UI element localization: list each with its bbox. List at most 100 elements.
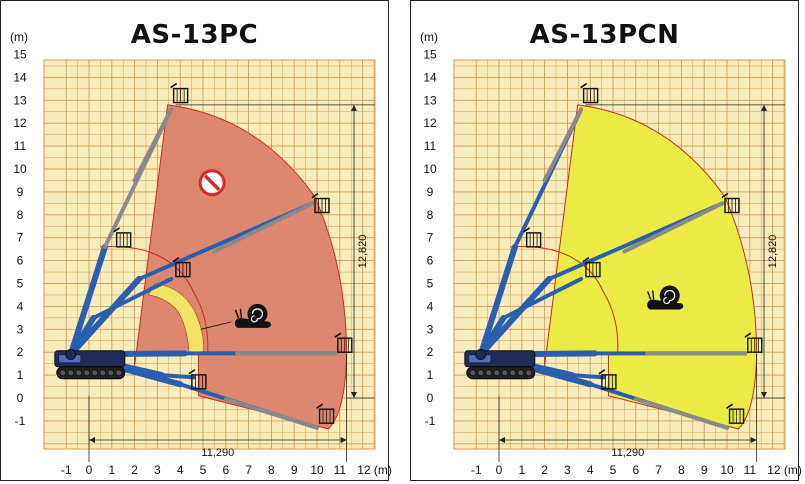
boom-upper-section xyxy=(622,201,725,254)
x-tick-label: -1 xyxy=(471,463,482,477)
boom-base-section xyxy=(67,243,108,358)
x-tick-label: 6 xyxy=(632,463,639,477)
snail-antenna xyxy=(652,290,655,300)
y-tick-label: 15 xyxy=(423,48,437,62)
y-tick-label: 3 xyxy=(17,322,24,336)
y-tick-label: 11 xyxy=(14,139,27,153)
basket-handrail-top xyxy=(113,227,121,233)
no-entry-bar xyxy=(203,174,221,191)
boom-telescopic-section xyxy=(501,276,584,320)
reach-dimension-label: 11,290 xyxy=(611,447,644,459)
track-roller xyxy=(75,369,83,377)
boom-upper-section xyxy=(132,107,174,183)
crawler-track xyxy=(56,366,126,380)
x-tick-label: 8 xyxy=(678,463,685,477)
boom-base-section xyxy=(477,275,553,358)
x-tick-label: 9 xyxy=(291,463,298,477)
x-tick-label: 3 xyxy=(564,463,571,477)
y-tick-label: 15 xyxy=(13,48,27,62)
work-platform-basket xyxy=(113,227,132,248)
boom-upper-section xyxy=(542,107,584,183)
snail-body xyxy=(647,299,684,310)
y-tick-label: 1 xyxy=(17,368,24,382)
y-tick-label: 13 xyxy=(13,93,27,107)
height-dimension-label: 12,820 xyxy=(357,235,369,269)
inner-range-line xyxy=(510,245,619,355)
dimension-lines xyxy=(498,104,785,462)
y-tick-label: 8 xyxy=(17,208,24,222)
snail-antenna xyxy=(239,308,243,318)
work-platform-basket xyxy=(334,332,353,353)
boom-telescopic-section xyxy=(91,276,174,320)
y-tick-label: 2 xyxy=(427,345,434,359)
snail-antenna xyxy=(234,309,240,319)
basket-handrail-top xyxy=(523,227,531,233)
y-tick-label: 10 xyxy=(13,162,27,176)
track-roller xyxy=(99,369,107,377)
x-tick-label: 12 (m) xyxy=(767,463,802,477)
panel-frame xyxy=(0,0,389,481)
basket-handrail-top xyxy=(726,403,734,409)
basket-handrail-top xyxy=(744,332,752,338)
boom-pivot xyxy=(475,348,487,360)
x-tick-label: 6 xyxy=(222,463,229,477)
y-tick-label: 5 xyxy=(17,277,24,291)
track-roller xyxy=(517,369,525,377)
x-tick-label: 2 xyxy=(541,463,548,477)
boom-lift-machine xyxy=(54,82,353,430)
x-tick-label: 8 xyxy=(268,463,275,477)
y-tick-label: 9 xyxy=(427,185,434,199)
snail-antenna xyxy=(647,291,652,300)
dimension-arrow xyxy=(761,104,767,111)
y-unit-label: (m) xyxy=(10,30,28,44)
dimension-lines xyxy=(88,104,375,462)
inner-range-line xyxy=(100,245,209,355)
work-platform-basket xyxy=(170,82,189,104)
y-tick-label: 7 xyxy=(17,231,24,245)
boom-pivot xyxy=(65,348,77,360)
x-tick-label: 4 xyxy=(587,463,594,477)
boom-telescopic-section xyxy=(159,373,196,380)
basket-handrail-top xyxy=(721,192,729,199)
track-roller xyxy=(501,369,509,377)
grid-border xyxy=(453,59,786,450)
basket-handrail-top xyxy=(334,332,342,338)
x-tick-label: 7 xyxy=(655,463,662,477)
x-tick-label: 10 xyxy=(310,463,324,477)
y-tick-label: 0 xyxy=(427,391,434,405)
track-roller xyxy=(115,369,123,377)
x-tick-label: 7 xyxy=(245,463,252,477)
y-tick-label: -1 xyxy=(425,414,436,428)
y-tick-label: 12 xyxy=(423,116,437,130)
dimension-arrow xyxy=(351,104,357,111)
y-tick-label: 12 xyxy=(13,116,27,130)
y-tick-label: 0 xyxy=(17,391,24,405)
basket-handrail-top xyxy=(188,369,196,375)
work-platform-basket xyxy=(721,192,740,214)
x-tick-label: -1 xyxy=(61,463,72,477)
chart-panel-as-13pcn: AS-13PCN (m) 12,820 11,290 15 14 13 12 11 10 9 8 7… xyxy=(410,0,805,484)
track-roller xyxy=(83,369,91,377)
boom-lift-machine xyxy=(464,82,763,430)
basket-handrail-top xyxy=(316,403,324,409)
work-platform-basket xyxy=(726,403,745,424)
dimension-arrow xyxy=(761,392,767,398)
dimension-arrow xyxy=(351,392,357,398)
basket-handrail-top xyxy=(582,256,590,263)
y-tick-label: 13 xyxy=(423,93,437,107)
grid-border xyxy=(43,59,376,450)
x-tick-label: 3 xyxy=(154,463,161,477)
track-roller xyxy=(107,369,115,377)
basket-handrail-top xyxy=(598,369,606,375)
x-tick-label: 5 xyxy=(610,463,617,477)
x-tick-label: 5 xyxy=(200,463,207,477)
track-roller xyxy=(469,369,477,377)
x-tick-label: 0 xyxy=(496,463,503,477)
track-roller xyxy=(509,369,517,377)
crawler-track xyxy=(466,366,536,380)
x-tick-label: 9 xyxy=(701,463,708,477)
boom-upper-section xyxy=(223,397,319,430)
y-tick-label: 4 xyxy=(17,299,24,313)
